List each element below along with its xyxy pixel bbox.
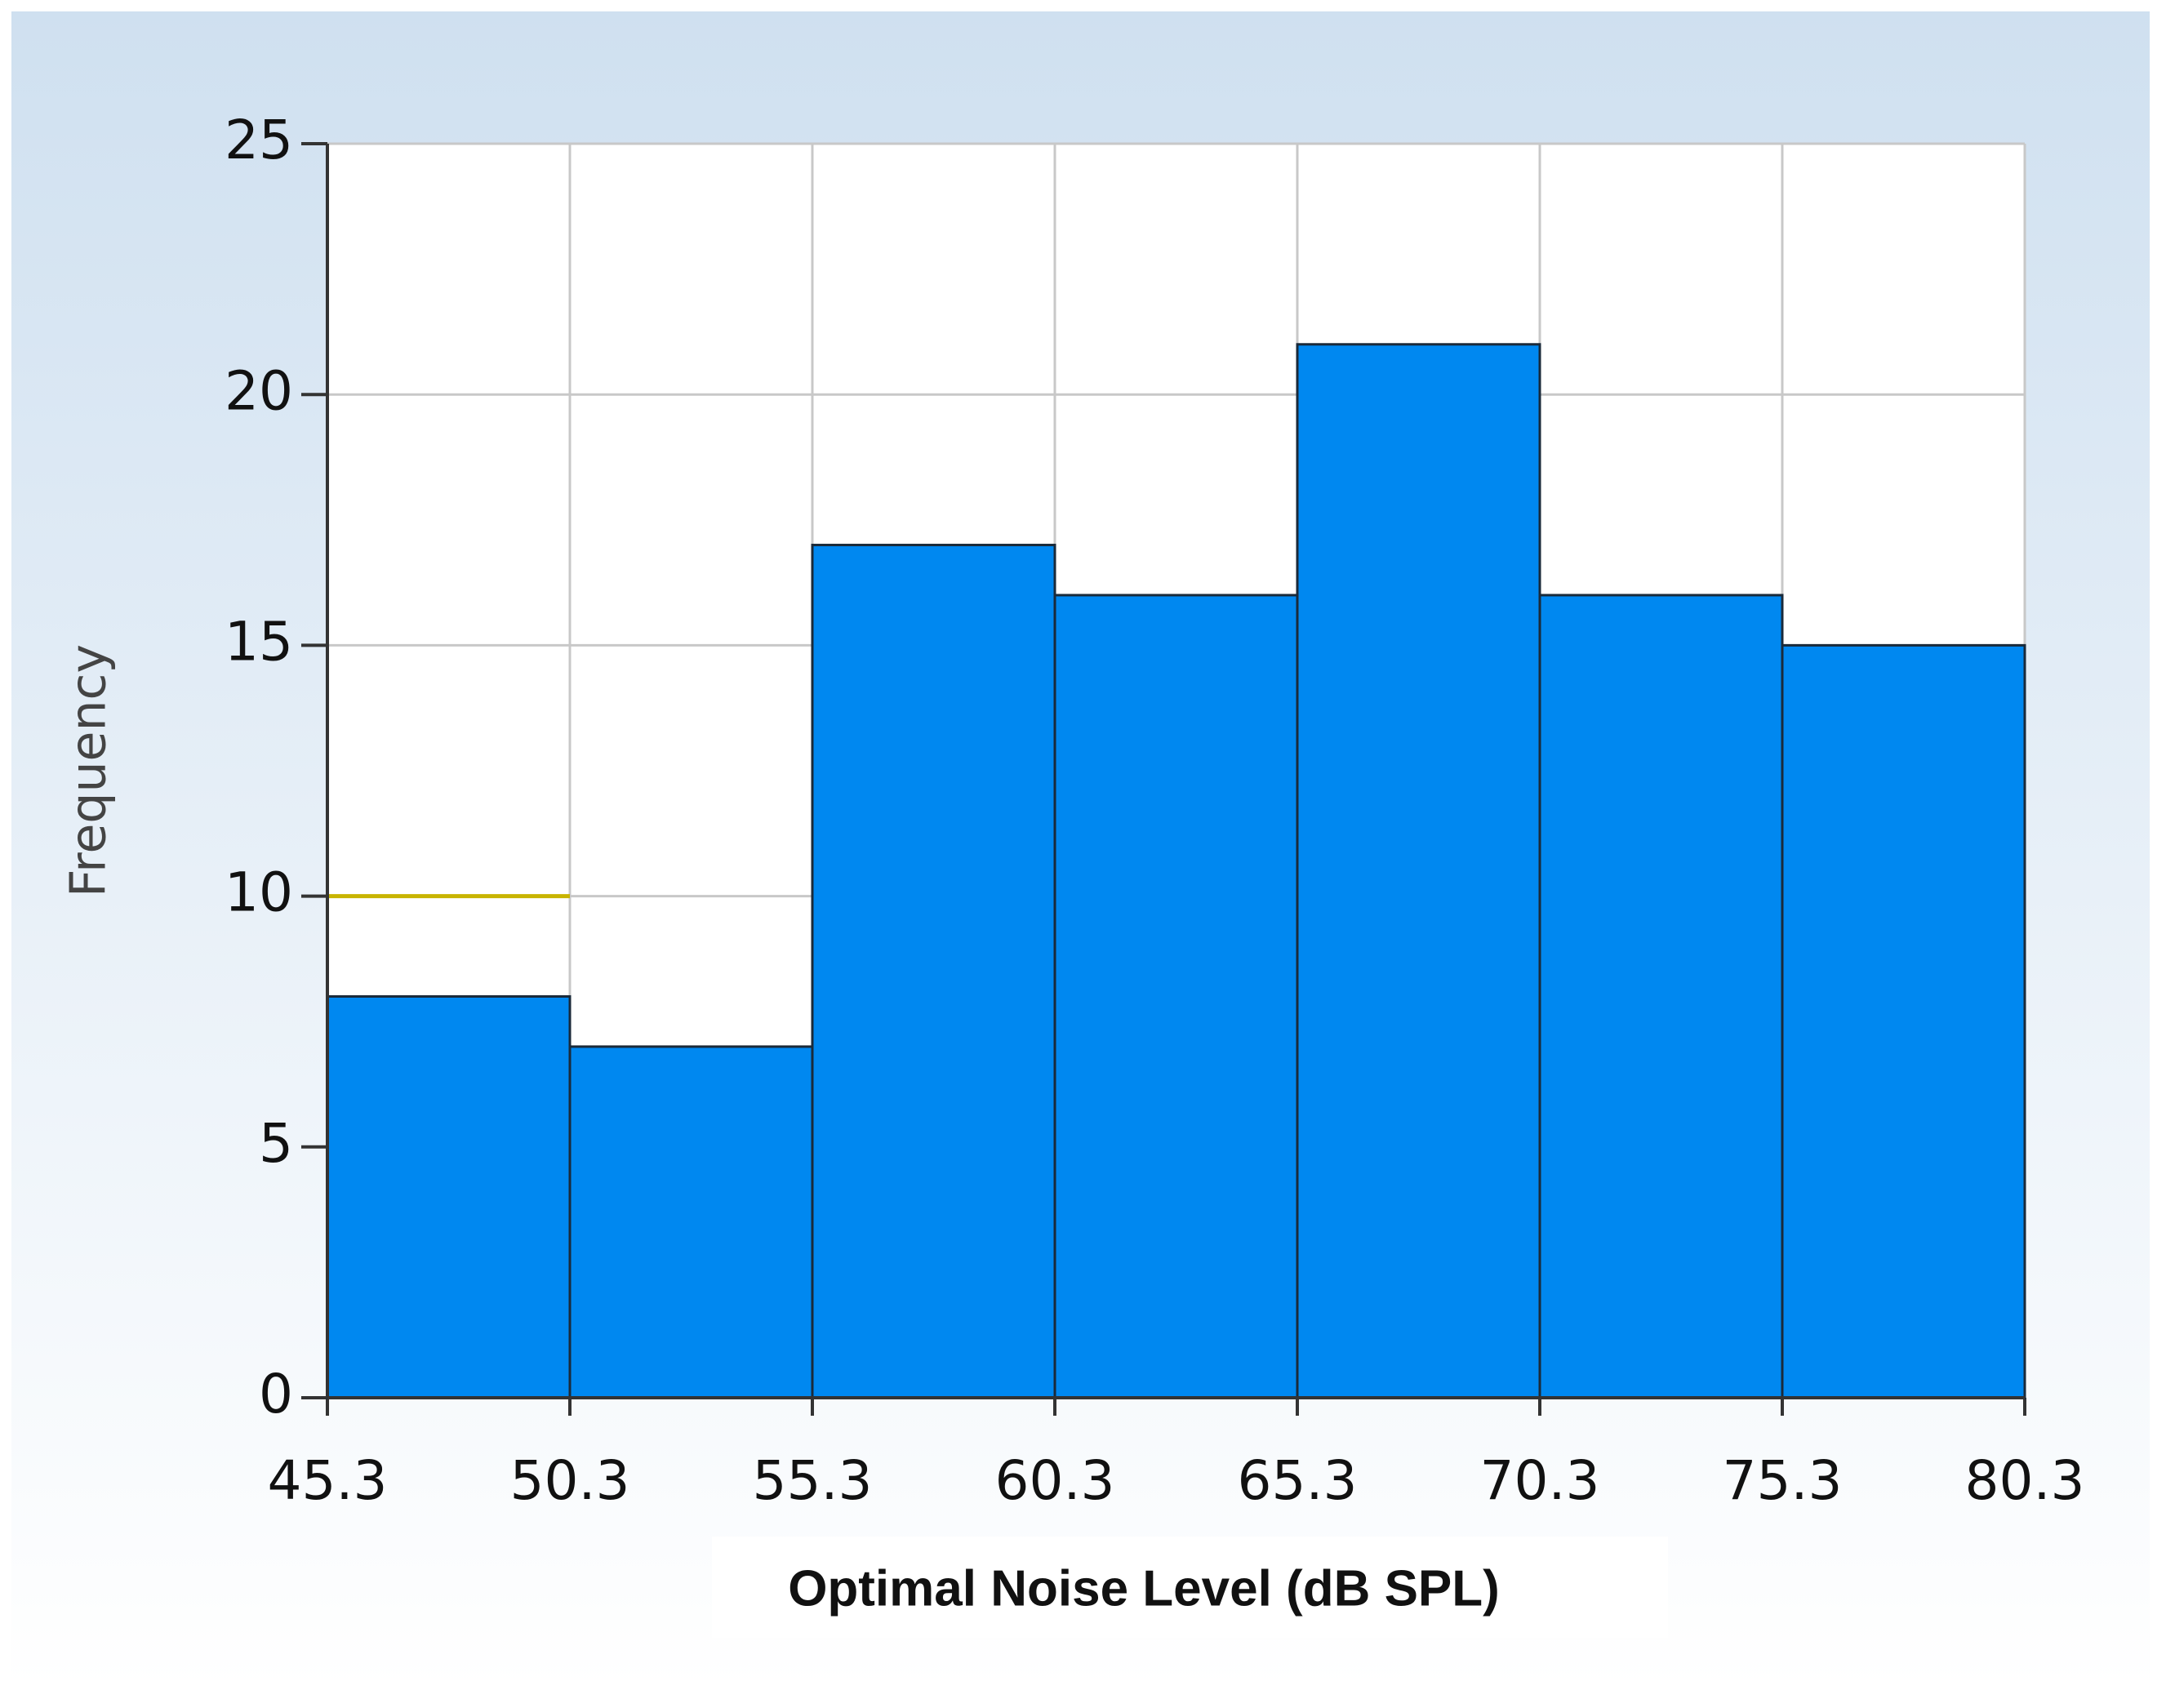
- x-title-box: [712, 1537, 1668, 1638]
- y-tick-label: 0: [259, 1363, 293, 1426]
- x-tick-label: 75.3: [1723, 1449, 1843, 1512]
- y-tick-label: 10: [225, 861, 293, 924]
- bar: [1538, 594, 1784, 1399]
- x-tick-label: 70.3: [1480, 1449, 1600, 1512]
- y-tick-label: 20: [225, 359, 293, 422]
- y-tick-label: 15: [225, 610, 293, 673]
- x-tick-label: 50.3: [510, 1449, 630, 1512]
- bar: [1781, 643, 2026, 1399]
- bar: [811, 544, 1056, 1399]
- x-tick-label: 55.3: [753, 1449, 873, 1512]
- x-tick-label: 60.3: [995, 1449, 1115, 1512]
- x-tick-label: 65.3: [1238, 1449, 1358, 1512]
- x-tick-label: 45.3: [268, 1449, 388, 1512]
- y-tick-label: 5: [259, 1112, 293, 1175]
- bar: [568, 1045, 814, 1399]
- y-axis-title: Frequency: [60, 644, 118, 897]
- bar: [326, 994, 572, 1399]
- bar: [1296, 343, 1541, 1399]
- x-tick-label: 80.3: [1965, 1449, 2085, 1512]
- y-tick-label: 25: [225, 109, 293, 171]
- x-axis-title: Optimal Noise Level (dB SPL): [788, 1560, 1500, 1617]
- bar: [1053, 594, 1299, 1399]
